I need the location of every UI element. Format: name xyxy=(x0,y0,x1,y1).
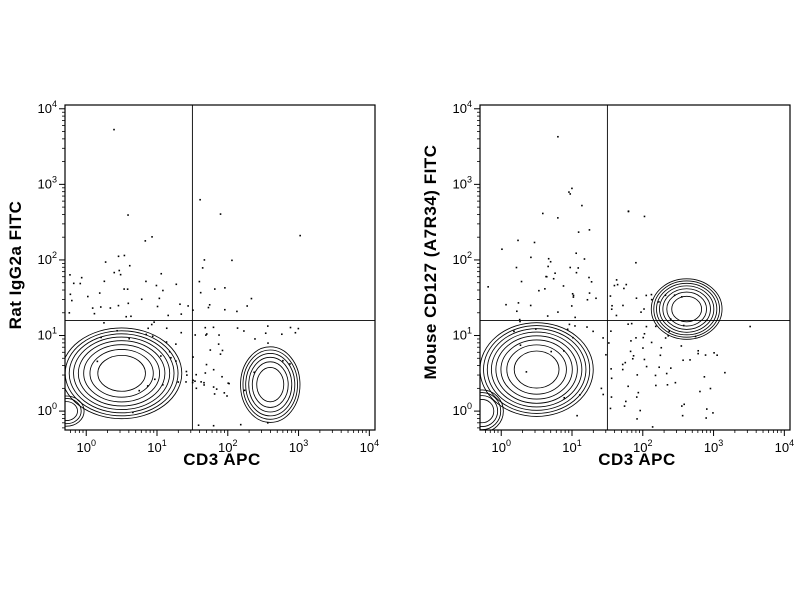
svg-text:100: 100 xyxy=(76,438,95,455)
svg-text:102: 102 xyxy=(633,438,652,455)
svg-text:104: 104 xyxy=(38,99,57,116)
svg-text:104: 104 xyxy=(360,438,379,455)
svg-text:101: 101 xyxy=(147,438,166,455)
svg-text:100: 100 xyxy=(453,401,472,418)
svg-text:100: 100 xyxy=(38,401,57,418)
flow-contour-plot-right: 100 101 102 103 104 100 101 102 103 104 xyxy=(453,99,795,455)
y-axis-label-right: Mouse CD127 (A7R34) FITC xyxy=(421,144,440,380)
x-axis-label-left: CD3 APC xyxy=(183,450,261,469)
svg-text:100: 100 xyxy=(491,438,510,455)
svg-text:103: 103 xyxy=(289,438,308,455)
svg-text:102: 102 xyxy=(453,250,472,267)
svg-text:101: 101 xyxy=(562,438,581,455)
svg-text:104: 104 xyxy=(453,99,472,116)
y-axis-label-left: Rat IgG2a FITC xyxy=(6,200,25,330)
svg-text:103: 103 xyxy=(38,174,57,191)
svg-text:101: 101 xyxy=(453,326,472,343)
svg-text:104: 104 xyxy=(775,438,794,455)
svg-text:102: 102 xyxy=(218,438,237,455)
svg-text:103: 103 xyxy=(704,438,723,455)
svg-text:103: 103 xyxy=(453,174,472,191)
x-axis-label-right: CD3 APC xyxy=(598,450,676,469)
svg-text:102: 102 xyxy=(38,250,57,267)
flow-contour-plot-left: 100 101 102 103 104 100 101 102 103 104 xyxy=(38,99,380,455)
svg-text:101: 101 xyxy=(38,326,57,343)
